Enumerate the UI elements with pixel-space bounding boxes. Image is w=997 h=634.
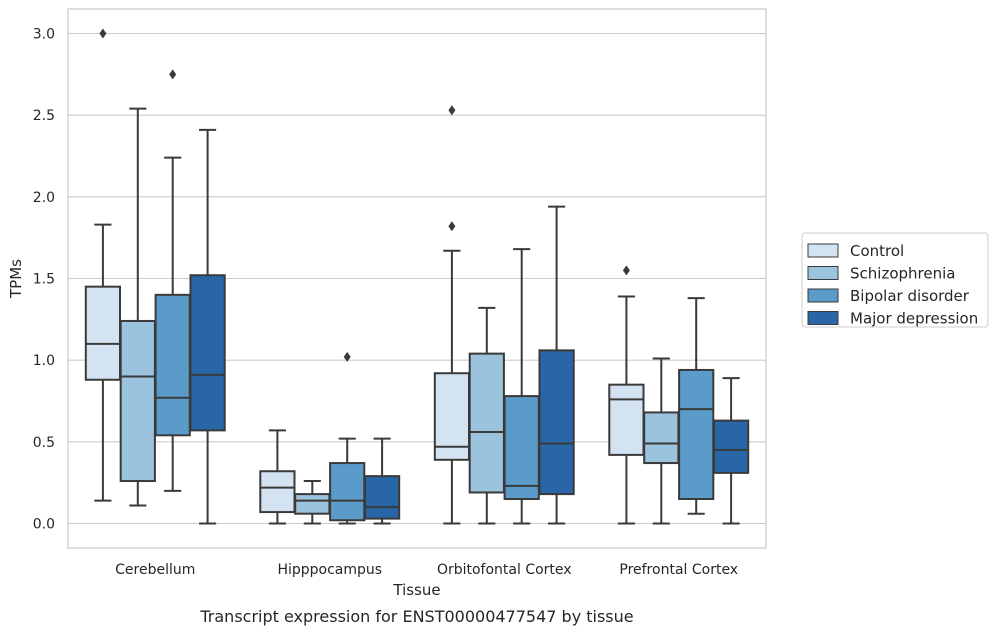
y-ticks: 0.0 0.5 1.0 1.5 2.0 2.5 3.0 — [33, 27, 55, 533]
box-bipolar-disorder — [154, 69, 191, 492]
y-tick-label: 2.0 — [33, 190, 55, 206]
y-tick-label: 1.0 — [33, 353, 55, 369]
outlier-point — [169, 69, 177, 80]
box-schizophrenia — [119, 107, 156, 507]
legend-swatch — [807, 288, 839, 303]
box-major-depression — [712, 377, 750, 525]
x-axis-label: Tissue — [392, 581, 440, 599]
box-bipolar-disorder — [503, 248, 540, 525]
plot-frame — [67, 8, 767, 549]
box-schizophrenia — [294, 480, 331, 525]
iqr-box — [189, 274, 226, 432]
iqr-box — [503, 395, 540, 501]
outlier-point — [448, 105, 456, 116]
box-bipolar-disorder — [329, 351, 366, 525]
legend-swatch — [807, 266, 839, 280]
chart-caption: Transcript expression for ENST0000047754… — [199, 607, 633, 626]
legend-label: Major depression — [850, 310, 978, 328]
x-tick-label: Hipppocampus — [277, 562, 382, 578]
legend-label: Bipolar disorder — [850, 287, 970, 305]
iqr-box — [259, 470, 296, 514]
y-tick-label: 1.5 — [33, 272, 55, 288]
y-axis-label: TPMs — [7, 259, 25, 299]
iqr-box — [119, 319, 156, 483]
iqr-box — [154, 293, 191, 437]
x-tick-label: Cerebellum — [115, 562, 195, 578]
box-control — [259, 429, 296, 525]
box-control — [84, 28, 122, 502]
legend-label: Schizophrenia — [850, 265, 955, 283]
legend-label: Control — [850, 242, 904, 260]
legend-frame — [801, 232, 989, 328]
box-major-depression — [363, 437, 401, 525]
outlier-point — [448, 221, 456, 232]
y-tick-label: 0.0 — [33, 517, 55, 533]
iqr-box — [294, 493, 331, 515]
iqr-box — [84, 285, 122, 381]
legend-swatch — [807, 243, 839, 258]
box-bipolar-disorder — [678, 297, 715, 515]
outlier-point — [622, 265, 630, 276]
iqr-box — [433, 372, 471, 461]
iqr-box — [538, 349, 575, 496]
x-ticks: Cerebellum Hipppocampus Orbitofontal Corte… — [115, 562, 738, 578]
iqr-box — [363, 475, 401, 520]
outlier-point — [343, 351, 351, 362]
y-tick-label: 2.5 — [33, 108, 55, 124]
box-control — [433, 105, 471, 525]
legend-swatch — [807, 311, 839, 325]
iqr-box — [643, 411, 680, 465]
box-major-depression — [538, 205, 575, 525]
box-control — [608, 265, 645, 525]
iqr-box — [712, 419, 750, 474]
iqr-box — [608, 383, 645, 456]
box-major-depression — [189, 128, 226, 525]
legend: Control Schizophrenia Bipolar disorder Majo… — [801, 232, 989, 328]
iqr-box — [329, 462, 366, 522]
box-schizophrenia — [643, 357, 680, 525]
x-tick-label: Prefrontal Cortex — [619, 562, 738, 578]
boxes — [84, 28, 750, 525]
outlier-point — [99, 28, 107, 39]
box-schizophrenia — [468, 306, 505, 525]
iqr-box — [678, 368, 715, 501]
iqr-box — [468, 352, 505, 494]
y-tick-label: 0.5 — [33, 435, 55, 451]
y-tick-label: 3.0 — [33, 27, 55, 43]
x-tick-label: Orbitofontal Cortex — [437, 562, 572, 578]
